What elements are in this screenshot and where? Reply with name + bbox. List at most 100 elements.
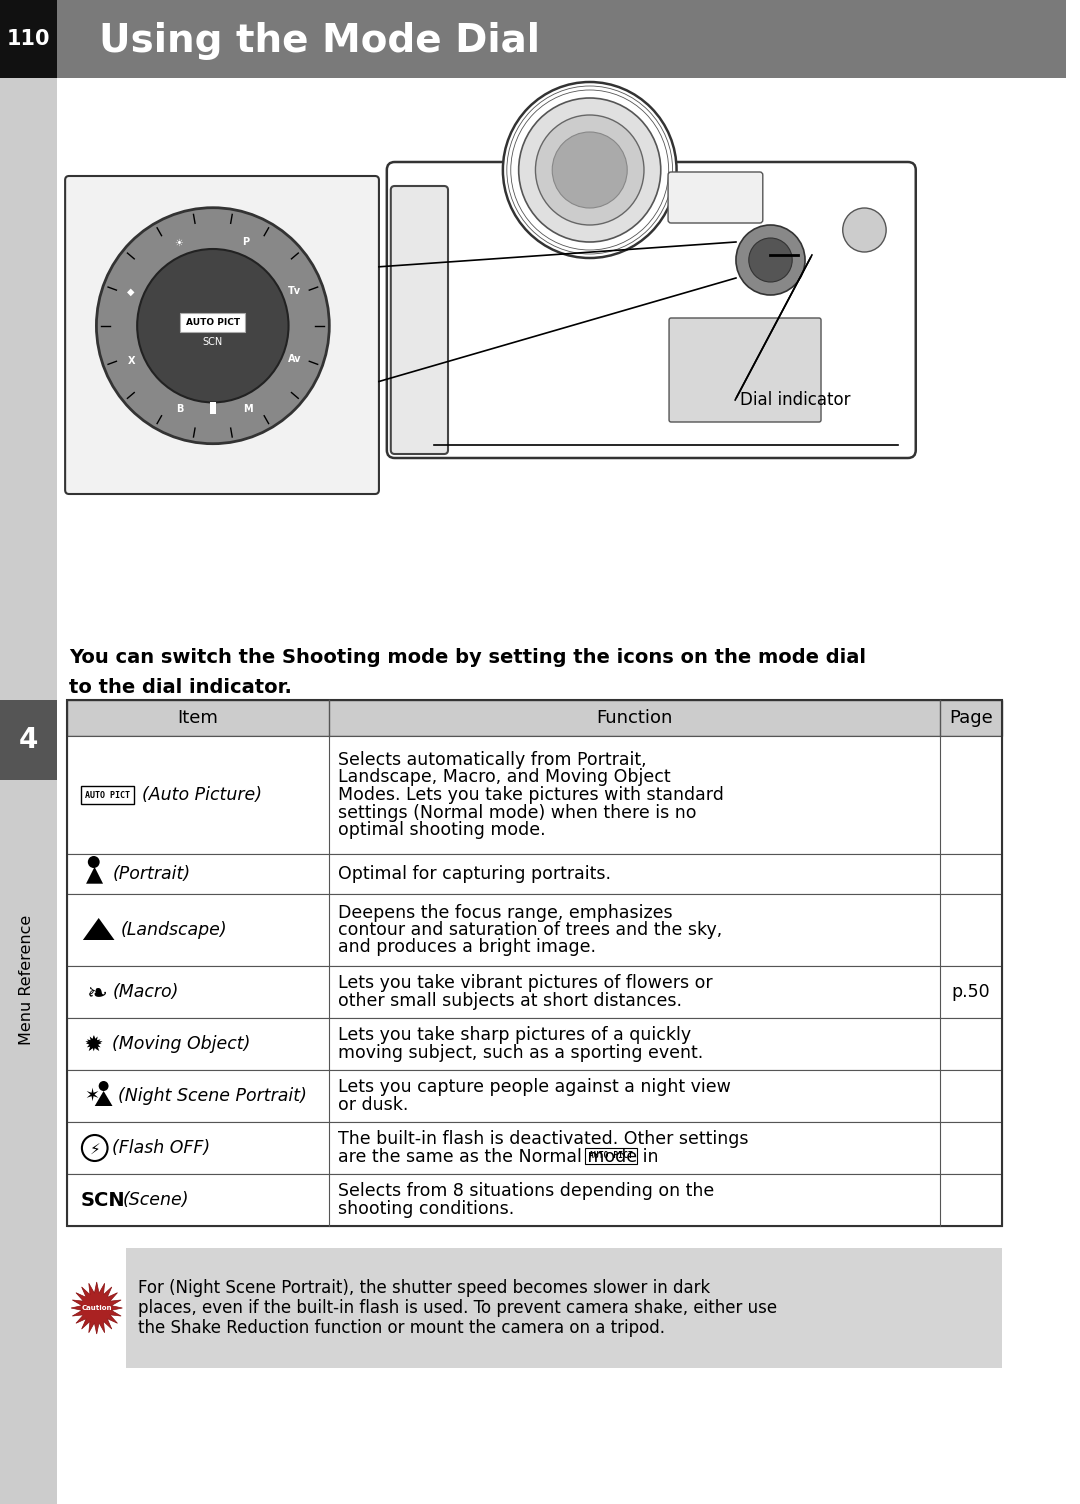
Text: B: B <box>176 405 184 414</box>
Text: Av: Av <box>288 355 302 364</box>
Text: AUTO PICT: AUTO PICT <box>590 1151 633 1160</box>
Text: X: X <box>127 356 135 365</box>
Circle shape <box>552 132 627 208</box>
Text: SCN: SCN <box>203 337 222 347</box>
Circle shape <box>96 208 329 444</box>
Text: ⚡: ⚡ <box>90 1142 100 1157</box>
Circle shape <box>87 856 99 868</box>
Text: (Portrait): (Portrait) <box>112 865 191 883</box>
Circle shape <box>518 98 661 242</box>
Text: ☀: ☀ <box>174 238 183 248</box>
Text: 110: 110 <box>6 29 51 50</box>
Bar <box>585 1148 637 1164</box>
Circle shape <box>748 238 793 283</box>
Text: (Scene): (Scene) <box>122 1191 189 1209</box>
Bar <box>67 893 1001 966</box>
Text: Caution: Caution <box>81 1305 112 1311</box>
Text: Selects automatically from Portrait,: Selects automatically from Portrait, <box>338 750 647 769</box>
Text: (Moving Object): (Moving Object) <box>112 1035 251 1053</box>
Text: P: P <box>243 238 249 247</box>
Circle shape <box>503 83 676 259</box>
Bar <box>81 787 134 805</box>
Text: are the same as the Normal mode in: are the same as the Normal mode in <box>338 1148 664 1166</box>
Text: Function: Function <box>596 708 673 726</box>
Text: contour and saturation of trees and the sky,: contour and saturation of trees and the … <box>338 920 723 938</box>
Bar <box>210 403 216 415</box>
Text: Page: Page <box>949 708 993 726</box>
Text: Lets you capture people against a night view: Lets you capture people against a night … <box>338 1078 731 1096</box>
Text: optimal shooting mode.: optimal shooting mode. <box>338 821 546 839</box>
Text: Deepens the focus range, emphasizes: Deepens the focus range, emphasizes <box>338 904 673 922</box>
FancyBboxPatch shape <box>669 171 762 223</box>
Polygon shape <box>95 1090 112 1105</box>
Bar <box>67 1018 1001 1069</box>
Text: Modes. Lets you take pictures with standard: Modes. Lets you take pictures with stand… <box>338 787 725 805</box>
Text: the Shake Reduction function or mount the camera on a tripod.: the Shake Reduction function or mount th… <box>138 1319 665 1337</box>
Text: (Night Scene Portrait): (Night Scene Portrait) <box>119 1087 308 1105</box>
Bar <box>0 78 57 1504</box>
Text: ◆: ◆ <box>126 287 134 296</box>
FancyBboxPatch shape <box>391 186 448 454</box>
Text: p.50: p.50 <box>951 984 990 1002</box>
Bar <box>67 854 1001 893</box>
Text: ✹: ✹ <box>84 1035 102 1054</box>
Text: Tv: Tv <box>288 286 301 295</box>
Text: Item: Item <box>177 708 218 726</box>
Text: 4: 4 <box>19 726 38 754</box>
Bar <box>67 699 1001 1226</box>
Text: ❧: ❧ <box>85 982 107 1006</box>
Text: For (Night Scene Portrait), the shutter speed becomes slower in dark: For (Night Scene Portrait), the shutter … <box>138 1278 711 1296</box>
FancyBboxPatch shape <box>669 317 821 423</box>
Text: Lets you take sharp pictures of a quickly: Lets you take sharp pictures of a quickl… <box>338 1026 691 1044</box>
Text: Lets you take vibrant pictures of flowers or: Lets you take vibrant pictures of flower… <box>338 975 713 993</box>
Polygon shape <box>71 1281 122 1334</box>
FancyBboxPatch shape <box>126 1248 1001 1369</box>
Text: AUTO PICT: AUTO PICT <box>85 791 130 800</box>
FancyBboxPatch shape <box>387 162 916 459</box>
Text: Dial indicator: Dial indicator <box>740 391 851 409</box>
Text: ★: ★ <box>84 1036 104 1056</box>
Text: moving subject, such as a sporting event.: moving subject, such as a sporting event… <box>338 1044 704 1062</box>
Text: (Auto Picture): (Auto Picture) <box>143 787 262 805</box>
Text: and produces a bright image.: and produces a bright image. <box>338 938 596 957</box>
Text: (Macro): (Macro) <box>112 984 179 1002</box>
Text: Selects from 8 situations depending on the: Selects from 8 situations depending on t… <box>338 1182 715 1200</box>
Bar <box>57 0 1066 78</box>
Bar <box>67 1175 1001 1226</box>
Bar <box>67 1122 1001 1175</box>
Text: other small subjects at short distances.: other small subjects at short distances. <box>338 991 683 1009</box>
Text: settings (Normal mode) when there is no: settings (Normal mode) when there is no <box>338 803 697 821</box>
Text: or dusk.: or dusk. <box>338 1096 409 1114</box>
Text: ✶: ✶ <box>84 1087 99 1105</box>
Circle shape <box>137 250 288 403</box>
Bar <box>67 1069 1001 1122</box>
Text: (Landscape): (Landscape) <box>120 920 227 938</box>
Text: to the dial indicator.: to the dial indicator. <box>69 678 292 696</box>
Text: ▲: ▲ <box>85 863 103 884</box>
Text: places, even if the built-in flash is used. To prevent camera shake, either use: places, even if the built-in flash is us… <box>138 1299 778 1318</box>
Bar <box>67 966 1001 1018</box>
FancyBboxPatch shape <box>65 176 379 493</box>
Bar <box>0 699 57 781</box>
Text: You can switch the Shooting mode by setting the icons on the mode dial: You can switch the Shooting mode by sett… <box>69 648 866 666</box>
Bar <box>0 0 57 78</box>
Circle shape <box>842 208 887 253</box>
Text: Menu Reference: Menu Reference <box>19 914 35 1045</box>
Text: Using the Mode Dial: Using the Mode Dial <box>98 23 540 60</box>
Bar <box>67 735 1001 854</box>
Text: The built-in flash is deactivated. Other settings: The built-in flash is deactivated. Other… <box>338 1130 748 1148</box>
Text: AUTO PICT: AUTO PICT <box>186 319 240 328</box>
Text: Optimal for capturing portraits.: Optimal for capturing portraits. <box>338 865 611 883</box>
FancyBboxPatch shape <box>180 313 245 332</box>
Circle shape <box>82 1136 108 1161</box>
Text: shooting conditions.: shooting conditions. <box>338 1200 515 1218</box>
Circle shape <box>98 1081 109 1090</box>
Text: SCN: SCN <box>81 1191 125 1209</box>
Bar <box>67 699 1001 735</box>
Polygon shape <box>83 917 114 940</box>
Text: (Flash OFF): (Flash OFF) <box>112 1139 211 1157</box>
Circle shape <box>536 114 644 226</box>
Text: Landscape, Macro, and Moving Object: Landscape, Macro, and Moving Object <box>338 769 671 787</box>
Text: M: M <box>243 403 253 414</box>
Circle shape <box>735 226 805 295</box>
